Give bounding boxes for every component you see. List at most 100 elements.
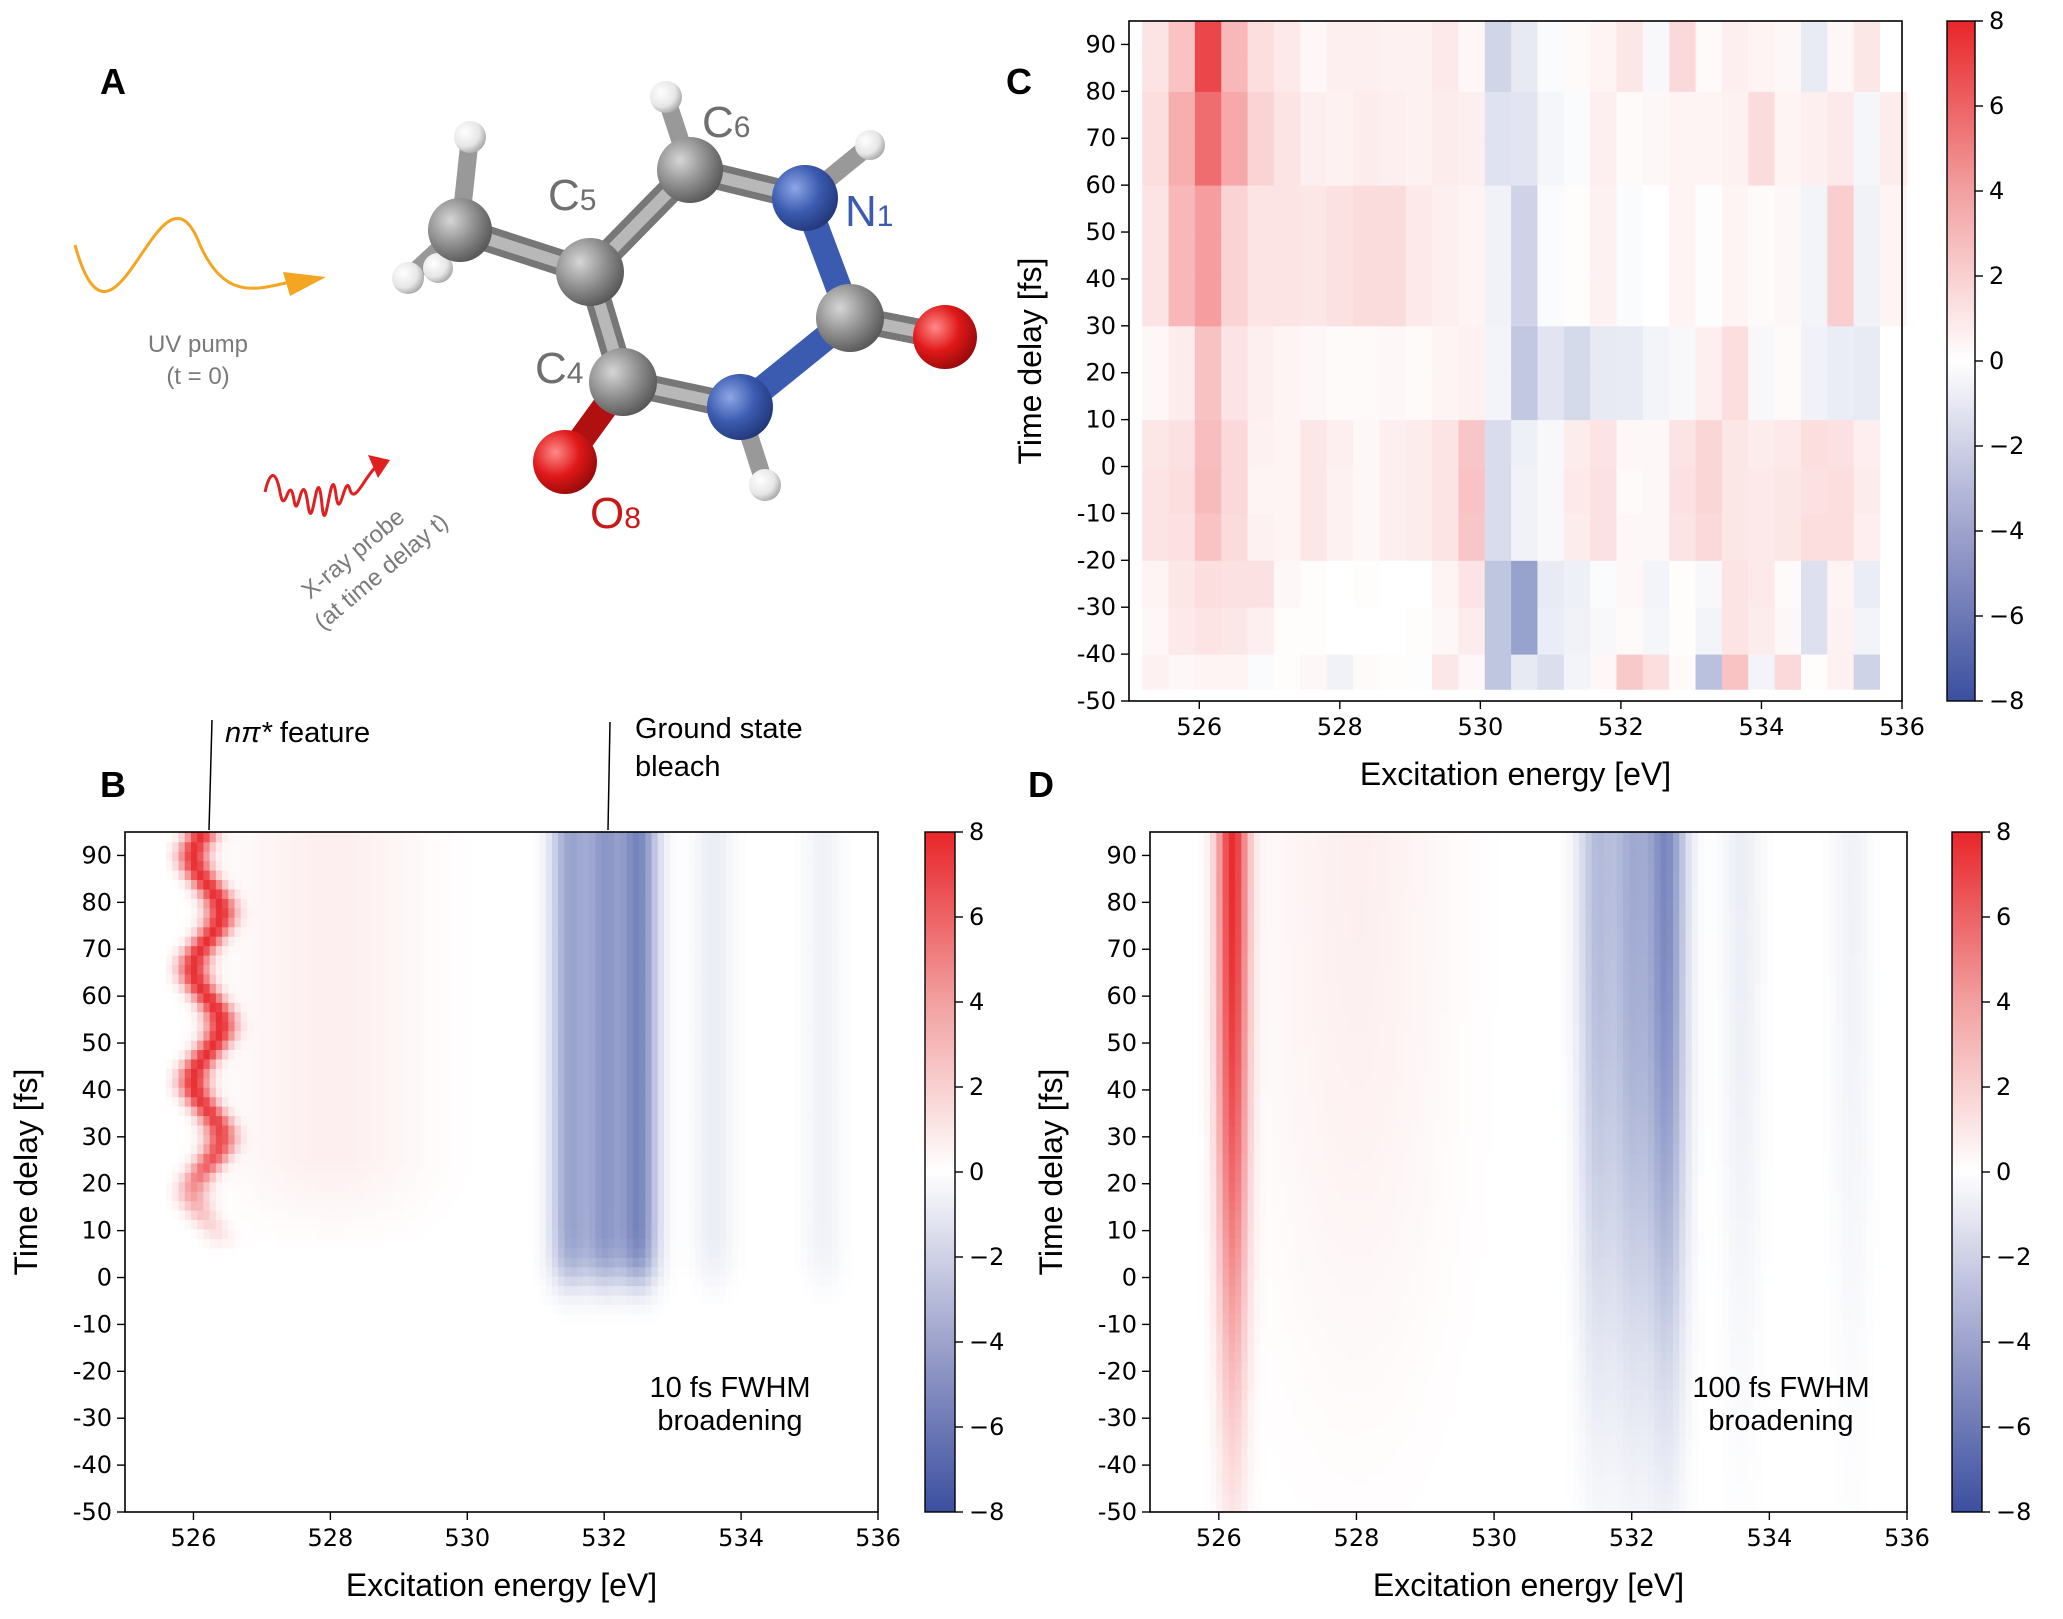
heatmap-cell: [328, 955, 335, 965]
heatmap-cell: [695, 1021, 702, 1031]
heatmap-cell: [720, 1200, 727, 1210]
heatmap-cell: [838, 1200, 845, 1210]
heatmap-cell: [726, 1078, 733, 1088]
heatmap-cell: [328, 1106, 335, 1116]
heatmap-cell: [633, 1314, 640, 1324]
heatmap-cell: [602, 879, 609, 889]
heatmap-cell: [216, 1172, 223, 1182]
heatmap-cell: [459, 1144, 466, 1154]
heatmap-cell: [421, 879, 428, 889]
heatmap-cell: [278, 889, 285, 899]
heatmap-cell: [340, 908, 347, 918]
heatmap-cell: [191, 898, 198, 908]
heatmap-cell: [297, 974, 304, 984]
heatmap-cell: [676, 908, 683, 918]
heatmap-cell: [552, 1040, 559, 1050]
heatmap-cell: [347, 1229, 354, 1239]
heatmap-cell: [284, 1163, 291, 1173]
heatmap-cell: [639, 1153, 646, 1163]
heatmap-cell: [434, 832, 441, 842]
heatmap-cell: [452, 832, 459, 842]
heatmap-cell: [166, 983, 173, 993]
heatmap-cell: [197, 1030, 204, 1040]
heatmap-cell: [707, 1059, 714, 1069]
heatmap-cell: [664, 964, 671, 974]
heatmap-cell: [658, 1266, 665, 1276]
heatmap-cell: [820, 1238, 827, 1248]
heatmap-cell: [826, 1040, 833, 1050]
heatmap-cell: [707, 1295, 714, 1305]
heatmap-cell: [1254, 1484, 1261, 1494]
heatmap-cell: [826, 1229, 833, 1239]
heatmap-cell: [1590, 279, 1617, 326]
heatmap-cell: [589, 889, 596, 899]
heatmap-cell: [228, 1059, 235, 1069]
heatmap-cell: [838, 917, 845, 927]
heatmap-cell: [533, 964, 540, 974]
heatmap-cell: [259, 1153, 266, 1163]
heatmap-cell: [465, 870, 472, 880]
heatmap-cell: [658, 964, 665, 974]
heatmap-cell: [683, 974, 690, 984]
heatmap-cell: [838, 860, 845, 870]
heatmap-cell: [1590, 373, 1617, 420]
heatmap-cell: [583, 1153, 590, 1163]
heatmap-cell: [1169, 373, 1196, 420]
heatmap-cell: [726, 983, 733, 993]
heatmap-cell: [390, 955, 397, 965]
heatmap-cell: [353, 908, 360, 918]
heatmap-cell: [384, 1172, 391, 1182]
heatmap-cell: [203, 841, 210, 851]
heatmap-cell: [602, 860, 609, 870]
heatmap-cell: [558, 1285, 565, 1295]
heatmap-cell: [1537, 420, 1564, 467]
heatmap-cell: [297, 993, 304, 1003]
heatmap-cell: [278, 1115, 285, 1125]
heatmap-cell: [253, 1040, 260, 1050]
heatmap-cell: [1610, 1493, 1617, 1503]
heatmap-cell: [701, 926, 708, 936]
heatmap-cell: [1748, 91, 1775, 138]
heatmap-cell: [322, 1181, 329, 1191]
heatmap-cell: [732, 1200, 739, 1210]
heatmap-cell: [1696, 513, 1723, 560]
heatmap-cell: [664, 908, 671, 918]
heatmap-cell: [1300, 654, 1327, 690]
heatmap-cell: [602, 1285, 609, 1295]
heatmap-cell: [558, 1144, 565, 1154]
heatmap-cell: [322, 964, 329, 974]
heatmap-cell: [328, 898, 335, 908]
heatmap-cell: [676, 898, 683, 908]
heatmap-cell: [552, 926, 559, 936]
heatmap-cell: [670, 908, 677, 918]
heatmap-cell: [278, 879, 285, 889]
heatmap-cell: [1669, 467, 1696, 514]
heatmap-cell: [620, 1049, 627, 1059]
heatmap-cell: [595, 1125, 602, 1135]
heatmap-cell: [259, 1002, 266, 1012]
colorbar-tick-label: 8: [1989, 7, 2004, 35]
heatmap-cell: [340, 1087, 347, 1097]
heatmap-cell: [440, 1106, 447, 1116]
heatmap-cell: [172, 879, 179, 889]
heatmap-cell: [826, 1125, 833, 1135]
heatmap-cell: [378, 1002, 385, 1012]
heatmap-cell: [191, 993, 198, 1003]
y-tick-label: 60: [1085, 171, 1116, 199]
heatmap-cell: [801, 1181, 808, 1191]
heatmap-cell: [620, 889, 627, 899]
heatmap-cell: [185, 1011, 192, 1021]
heatmap-cell: [595, 832, 602, 842]
heatmap-cell: [1537, 91, 1564, 138]
heatmap-cell: [820, 879, 827, 889]
heatmap-cell: [297, 1030, 304, 1040]
heatmap-cell: [614, 1087, 621, 1097]
heatmap-cell: [1511, 467, 1538, 514]
heatmap-cell: [633, 1285, 640, 1295]
heatmap-cell: [390, 889, 397, 899]
heatmap-cell: [353, 955, 360, 965]
heatmap-cell: [322, 1096, 329, 1106]
heatmap-cell: [259, 851, 266, 861]
heatmap-cell: [801, 917, 808, 927]
heatmap-cell: [291, 1049, 298, 1059]
